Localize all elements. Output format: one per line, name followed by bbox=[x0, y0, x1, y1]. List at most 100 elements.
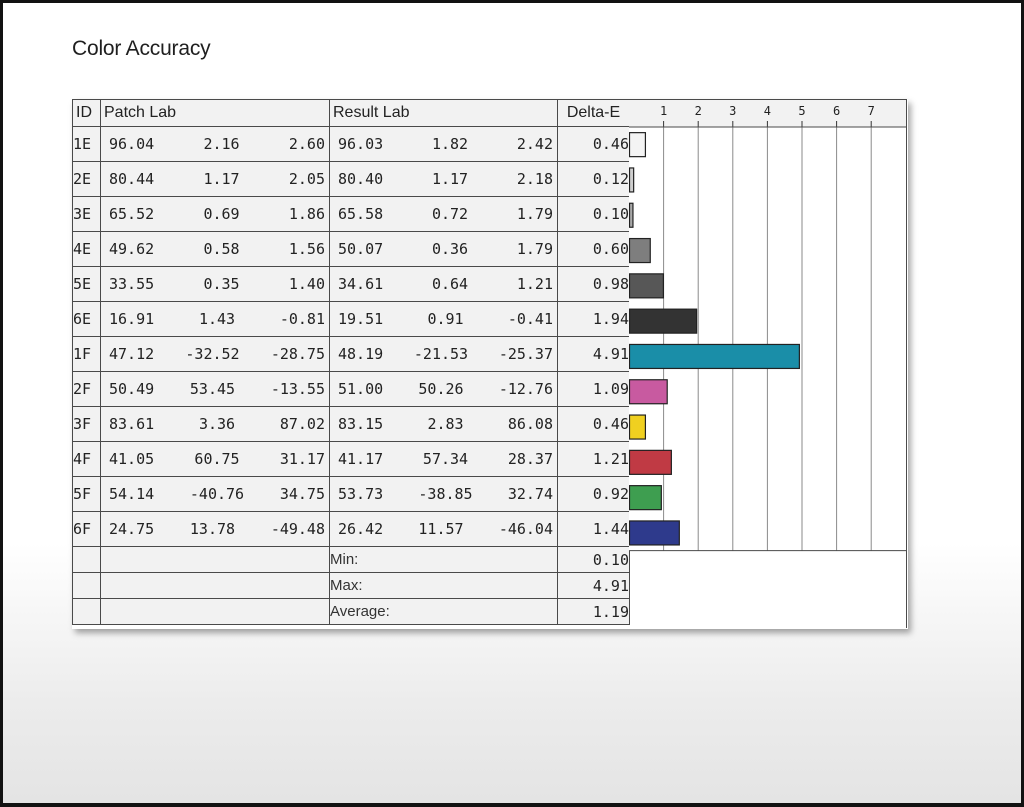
patch-lab-cell: 33.55 0.35 1.40 bbox=[100, 266, 330, 302]
table-row: 2F 50.49 53.45 -13.55 51.00 50.26 -12.76 1.09 bbox=[72, 371, 630, 407]
summary-row: Max: 4.91 bbox=[72, 572, 630, 599]
result-lab-value: 1.17 bbox=[431, 170, 469, 188]
patch-lab-value: 31.17 bbox=[279, 450, 325, 468]
result-lab-cell: 80.40 1.17 2.18 bbox=[329, 161, 558, 197]
summary-empty-cell bbox=[72, 598, 101, 625]
summary-label: Min: bbox=[329, 546, 558, 573]
patch-id: 6F bbox=[72, 511, 101, 547]
result-lab-value: 53.73 bbox=[338, 485, 384, 503]
table-row: 4E 49.62 0.58 1.56 50.07 0.36 1.79 0.60 bbox=[72, 231, 630, 267]
patch-lab-value: 34.75 bbox=[279, 485, 325, 503]
result-lab-value: 2.42 bbox=[516, 135, 553, 153]
patch-lab-value: 60.75 bbox=[194, 450, 240, 468]
patch-lab-value: 1.17 bbox=[203, 170, 240, 188]
patch-id: 3F bbox=[72, 406, 101, 442]
patch-lab-value: 2.05 bbox=[288, 170, 325, 188]
delta-e-bar bbox=[629, 237, 651, 264]
summary-empty-cell bbox=[100, 572, 330, 599]
result-lab-value: 96.03 bbox=[338, 135, 384, 153]
table-row: 5E 33.55 0.35 1.40 34.61 0.64 1.21 0.98 bbox=[72, 266, 630, 302]
patch-lab-cell: 49.62 0.58 1.56 bbox=[100, 231, 330, 267]
patch-lab-cell: 16.91 1.43 -0.81 bbox=[100, 301, 330, 337]
result-lab-value: 32.74 bbox=[507, 485, 553, 503]
patch-lab-value: 1.43 bbox=[198, 310, 236, 328]
patch-lab-value: 2.16 bbox=[203, 135, 240, 153]
patch-id: 3E bbox=[72, 196, 101, 232]
result-lab-value: 41.17 bbox=[338, 450, 384, 468]
delta-e-bar bbox=[629, 202, 634, 228]
delta-e-value: 0.46 bbox=[557, 126, 630, 162]
patch-lab-cell: 50.49 53.45 -13.55 bbox=[100, 371, 330, 407]
result-lab-value: 0.91 bbox=[427, 310, 464, 328]
patch-lab-cell: 80.44 1.17 2.05 bbox=[100, 161, 330, 197]
patch-lab-cell: 54.14 -40.76 34.75 bbox=[100, 476, 330, 512]
patch-lab-cell: 47.12 -32.52 -28.75 bbox=[100, 336, 330, 372]
delta-e-bar bbox=[629, 308, 698, 334]
chart-tick-label: 6 bbox=[833, 104, 840, 118]
patch-lab-cell: 65.52 0.69 1.86 bbox=[100, 196, 330, 232]
result-lab-cell: 96.03 1.82 2.42 bbox=[329, 126, 558, 162]
delta-e-value: 0.12 bbox=[557, 161, 630, 197]
patch-id: 2E bbox=[72, 161, 101, 197]
delta-e-value: 0.46 bbox=[557, 406, 630, 442]
result-lab-value: 0.72 bbox=[431, 205, 469, 223]
summary-empty-cell bbox=[100, 598, 330, 625]
delta-e-value: 0.60 bbox=[557, 231, 630, 267]
result-lab-value: 80.40 bbox=[338, 170, 384, 188]
patch-lab-value: -49.48 bbox=[270, 520, 325, 538]
table-row: 4F 41.05 60.75 31.17 41.17 57.34 28.37 1.21 bbox=[72, 441, 630, 477]
patch-lab-value: 83.61 bbox=[109, 415, 155, 433]
patch-lab-header: Patch Lab bbox=[100, 99, 330, 127]
table-row: 5F 54.14 -40.76 34.75 53.73 -38.85 32.74 0.92 bbox=[72, 476, 630, 512]
patch-id: 5F bbox=[72, 476, 101, 512]
result-lab-value: 50.26 bbox=[418, 380, 464, 398]
result-lab-cell: 53.73 -38.85 32.74 bbox=[329, 476, 558, 512]
delta-e-bar bbox=[629, 414, 647, 440]
patch-lab-value: 49.62 bbox=[109, 240, 155, 258]
table-header-row: ID Patch Lab Result Lab Delta-E bbox=[72, 99, 630, 127]
table-row: 1F 47.12 -32.52 -28.75 48.19 -21.53 -25.37 4.91 bbox=[72, 336, 630, 372]
patch-lab-value: 16.91 bbox=[109, 310, 155, 328]
result-lab-value: 86.08 bbox=[507, 415, 553, 433]
table-row: 3F 83.61 3.36 87.02 83.15 2.83 86.08 0.46 bbox=[72, 406, 630, 442]
summary-label: Max: bbox=[329, 572, 558, 599]
result-lab-value: 1.82 bbox=[431, 135, 469, 153]
patch-lab-value: 0.35 bbox=[203, 275, 240, 293]
result-lab-header: Result Lab bbox=[329, 99, 558, 127]
delta-e-value: 0.92 bbox=[557, 476, 630, 512]
delta-e-value: 1.44 bbox=[557, 511, 630, 547]
color-accuracy-report: ID Patch Lab Result Lab Delta-E 1E 96.04 2… bbox=[72, 99, 908, 629]
delta-e-bar bbox=[629, 132, 647, 158]
summary-value: 4.91 bbox=[557, 572, 630, 599]
patch-lab-value: -13.55 bbox=[270, 380, 325, 398]
patch-lab-value: 41.05 bbox=[109, 450, 155, 468]
chart-tick-label: 5 bbox=[798, 104, 805, 118]
result-lab-value: 50.07 bbox=[338, 240, 384, 258]
result-lab-value: 57.34 bbox=[422, 450, 469, 468]
patch-lab-value: 87.02 bbox=[279, 415, 325, 433]
delta-e-bar-chart: 1 2 3 4 5 6 7 bbox=[629, 99, 907, 628]
result-lab-cell: 34.61 0.64 1.21 bbox=[329, 266, 558, 302]
patch-lab-value: 96.04 bbox=[109, 135, 155, 153]
delta-e-value: 1.21 bbox=[557, 441, 630, 477]
patch-lab-value: 1.40 bbox=[288, 275, 325, 293]
result-lab-value: -38.85 bbox=[418, 485, 473, 503]
delta-e-bar bbox=[629, 167, 635, 193]
result-lab-value: 1.79 bbox=[516, 240, 553, 258]
result-lab-value: 1.79 bbox=[516, 205, 553, 223]
patch-lab-cell: 24.75 13.78 -49.48 bbox=[100, 511, 330, 547]
patch-lab-value: 65.52 bbox=[109, 205, 155, 223]
patch-lab-value: -28.75 bbox=[270, 345, 325, 363]
patch-lab-value: 1.86 bbox=[288, 205, 325, 223]
result-lab-value: 51.00 bbox=[338, 380, 384, 398]
summary-empty-cell bbox=[72, 546, 101, 573]
patch-lab-value: 0.58 bbox=[203, 240, 240, 258]
table-row: 6F 24.75 13.78 -49.48 26.42 11.57 -46.04 1.44 bbox=[72, 511, 630, 547]
table-row: 3E 65.52 0.69 1.86 65.58 0.72 1.79 0.10 bbox=[72, 196, 630, 232]
result-lab-value: 0.64 bbox=[431, 275, 469, 293]
result-lab-value: 48.19 bbox=[338, 345, 384, 363]
delta-e-bar bbox=[629, 343, 800, 370]
delta-e-value: 0.10 bbox=[557, 196, 630, 232]
result-lab-value: -21.53 bbox=[413, 345, 469, 363]
patch-id: 4F bbox=[72, 441, 101, 477]
